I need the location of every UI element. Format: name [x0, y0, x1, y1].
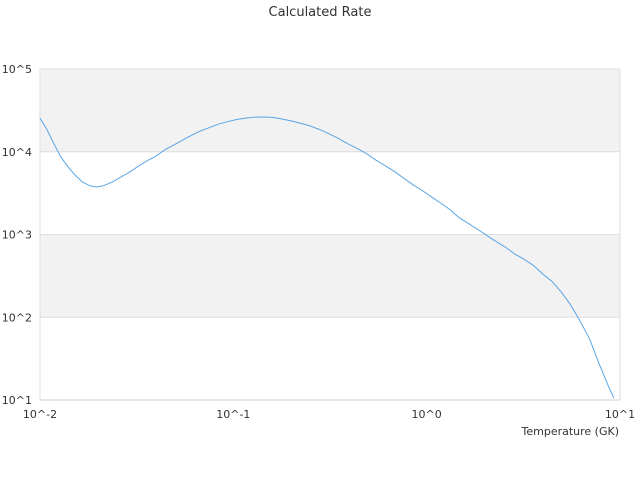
y-tick-label: 10^2 — [2, 311, 32, 324]
y-tick-label: 10^1 — [2, 394, 32, 407]
x-tick-label: 10^-1 — [216, 408, 250, 421]
y-axis-ticks: 10^1 10^2 10^3 10^4 10^5 — [2, 63, 32, 407]
x-tick-label: 10^0 — [412, 408, 442, 421]
y-tick-label: 10^5 — [2, 63, 32, 76]
y-tick-label: 10^4 — [2, 146, 32, 159]
y-tick-label: 10^3 — [2, 229, 32, 242]
x-tick-label: 10^1 — [605, 408, 635, 421]
background-band — [40, 234, 620, 318]
plot-frame — [39, 69, 621, 401]
background-band — [40, 317, 620, 400]
background-bands — [40, 69, 620, 400]
chart-title: Calculated Rate — [269, 5, 372, 20]
background-band — [40, 151, 620, 235]
series-layer — [39, 116, 615, 399]
x-axis-label: Temperature (GK) — [521, 425, 620, 438]
x-axis-ticks: 10^-2 10^-1 10^0 10^1 — [23, 408, 635, 421]
series-line — [39, 116, 615, 399]
background-band — [40, 69, 620, 152]
x-tick-label: 10^-2 — [23, 408, 57, 421]
